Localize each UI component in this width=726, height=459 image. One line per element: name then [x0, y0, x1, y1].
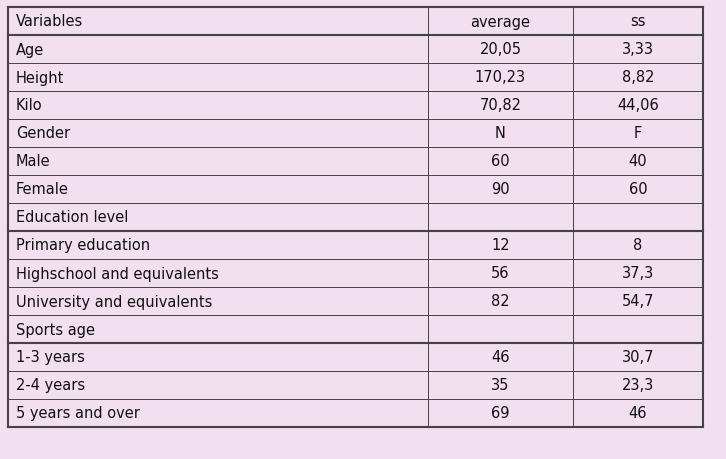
- Text: 1-3 years: 1-3 years: [16, 350, 85, 365]
- Text: Primary education: Primary education: [16, 238, 150, 253]
- Text: Education level: Education level: [16, 210, 129, 225]
- Text: N: N: [495, 126, 506, 141]
- Text: ss: ss: [630, 15, 645, 29]
- Text: Age: Age: [16, 42, 44, 57]
- Text: 5 years and over: 5 years and over: [16, 406, 140, 420]
- Text: 70,82: 70,82: [479, 98, 521, 113]
- Text: 3,33: 3,33: [622, 42, 654, 57]
- Text: 37,3: 37,3: [622, 266, 654, 281]
- Text: 56: 56: [492, 266, 510, 281]
- Text: average: average: [470, 15, 531, 29]
- Text: 82: 82: [492, 294, 510, 309]
- Text: Sports age: Sports age: [16, 322, 95, 337]
- Text: 44,06: 44,06: [617, 98, 659, 113]
- Text: 20,05: 20,05: [479, 42, 521, 57]
- Text: 40: 40: [629, 154, 648, 169]
- Text: Kilo: Kilo: [16, 98, 43, 113]
- Text: Female: Female: [16, 182, 69, 197]
- Text: 8,82: 8,82: [621, 70, 654, 85]
- Text: 35: 35: [492, 378, 510, 392]
- Text: 46: 46: [629, 406, 648, 420]
- Text: 90: 90: [492, 182, 510, 197]
- Text: 12: 12: [492, 238, 510, 253]
- Text: Male: Male: [16, 154, 51, 169]
- Text: Highschool and equivalents: Highschool and equivalents: [16, 266, 219, 281]
- Text: 170,23: 170,23: [475, 70, 526, 85]
- Text: 60: 60: [492, 154, 510, 169]
- Text: 30,7: 30,7: [621, 350, 654, 365]
- Text: 23,3: 23,3: [622, 378, 654, 392]
- Text: University and equivalents: University and equivalents: [16, 294, 213, 309]
- Text: 54,7: 54,7: [621, 294, 654, 309]
- Text: F: F: [634, 126, 642, 141]
- Text: Variables: Variables: [16, 15, 83, 29]
- Text: Gender: Gender: [16, 126, 70, 141]
- Text: 2-4 years: 2-4 years: [16, 378, 85, 392]
- Text: Height: Height: [16, 70, 65, 85]
- Text: 46: 46: [492, 350, 510, 365]
- Text: 69: 69: [492, 406, 510, 420]
- Text: 8: 8: [633, 238, 643, 253]
- Text: 60: 60: [629, 182, 648, 197]
